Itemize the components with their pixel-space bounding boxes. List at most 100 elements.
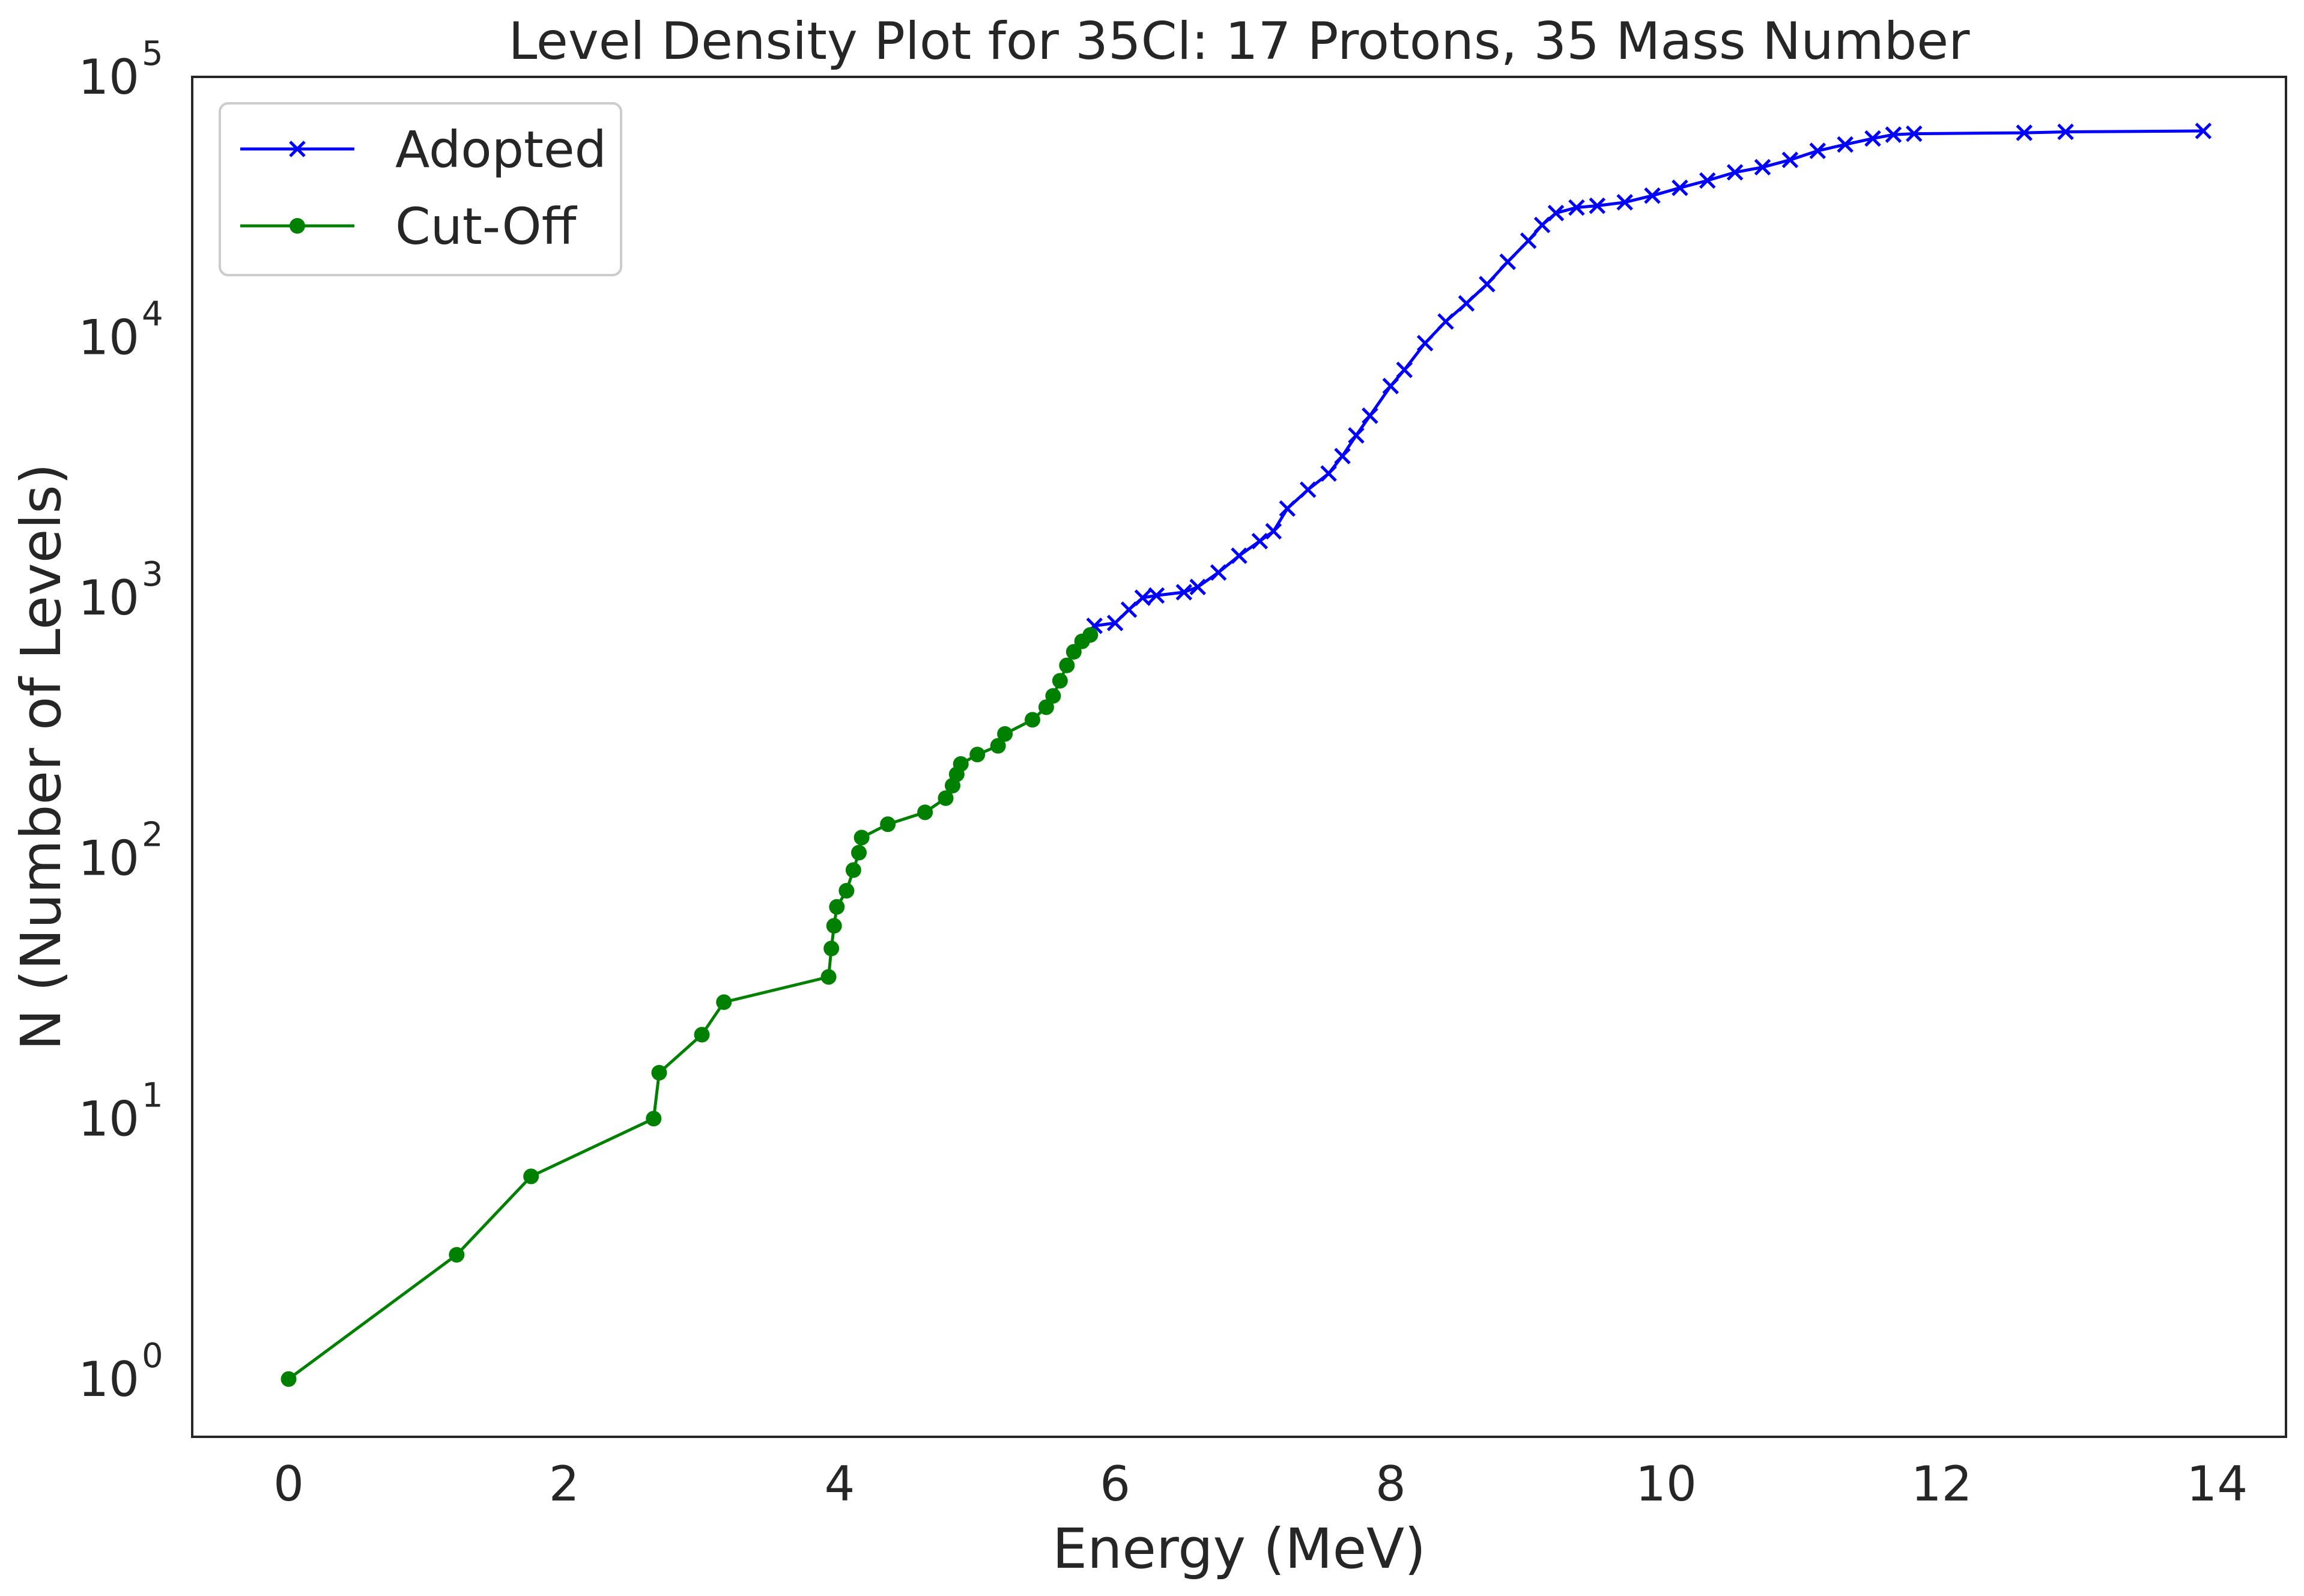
cut-off-point <box>646 1111 662 1127</box>
cut-off-point <box>716 994 732 1010</box>
adopted-point <box>2195 123 2212 139</box>
cut-off-point <box>694 1027 710 1043</box>
adopted-point <box>1885 126 1902 143</box>
adopted-point <box>1362 407 1378 424</box>
adopted-point <box>1458 295 1475 312</box>
cut-off-point <box>845 862 861 878</box>
adopted-point <box>1299 481 1317 498</box>
y-tick-label: 10 <box>78 1352 139 1407</box>
adopted-point <box>1210 564 1227 581</box>
adopted-point <box>1189 578 1206 595</box>
x-tick-label: 14 <box>2186 1456 2248 1512</box>
adopted-point <box>1589 197 1606 214</box>
y-axis-label: N (Number of Levels) <box>9 463 73 1050</box>
cut-off-point <box>280 1371 297 1387</box>
legend-box <box>219 102 622 276</box>
plot-area <box>280 123 2212 1387</box>
y-tick-exponent: 2 <box>142 816 163 855</box>
x-tick-label: 8 <box>1375 1456 1406 1512</box>
y-tick-label: 10 <box>78 310 139 366</box>
cut-off-point <box>853 830 870 846</box>
legend: Adopted Cut-Off <box>219 102 622 276</box>
adopted-point <box>1134 589 1151 606</box>
adopted-series <box>1086 123 2212 636</box>
adopted-point <box>1533 216 1551 234</box>
y-tick-exponent: 1 <box>142 1076 163 1115</box>
cut-off-point <box>449 1246 465 1263</box>
x-tick-label: 6 <box>1100 1456 1130 1512</box>
adopted-point <box>1499 253 1516 270</box>
cut-off-point <box>1066 644 1082 660</box>
adopted-point <box>1754 159 1771 176</box>
adopted-point <box>1781 151 1799 168</box>
adopted-point <box>1265 523 1282 540</box>
adopted-point <box>2057 123 2074 141</box>
cut-off-point <box>826 918 842 934</box>
adopted-point <box>1231 547 1247 564</box>
adopted-point <box>1251 533 1269 550</box>
cut-off-point <box>917 804 933 821</box>
x-tick-label: 10 <box>1636 1456 1697 1512</box>
adopted-point <box>1726 164 1744 181</box>
x-tick-label: 0 <box>273 1456 304 1512</box>
plot-frame <box>191 76 2287 1438</box>
legend-item-adopted: Adopted <box>240 120 607 179</box>
cut-off-point <box>523 1168 539 1185</box>
adopted-point <box>1437 313 1454 330</box>
adopted-point <box>1120 601 1138 618</box>
adopted-point <box>1148 587 1165 604</box>
y-tick-exponent: 0 <box>142 1337 163 1376</box>
y-tick-label: 10 <box>78 570 139 626</box>
y-tick-exponent: 3 <box>142 555 163 594</box>
adopted-point <box>1906 125 1923 142</box>
adopted-point <box>1416 335 1434 351</box>
adopted-point <box>1320 465 1337 482</box>
cut-off-point <box>823 941 840 957</box>
x-tick-label: 12 <box>1911 1456 1972 1512</box>
cut-off-point <box>953 756 969 772</box>
y-tick-label: 10 <box>78 1091 139 1147</box>
cut-off-point <box>651 1064 667 1081</box>
adopted-point <box>1837 136 1854 153</box>
legend-label: Cut-Off <box>395 197 578 256</box>
cut-off-point <box>969 747 986 763</box>
adopted-point <box>1809 142 1827 159</box>
y-tick-exponent: 5 <box>142 34 163 73</box>
adopted-point <box>1616 193 1633 211</box>
cut-off-point <box>997 726 1013 742</box>
cut-off-series <box>280 627 1099 1387</box>
adopted-point <box>1644 187 1661 204</box>
cut-off-point <box>290 218 305 234</box>
y-tick-exponent: 4 <box>142 295 163 334</box>
adopted-point <box>2016 124 2033 141</box>
y-tick-label: 10 <box>78 831 139 887</box>
x-axis-label: Energy (MeV) <box>1052 1517 1426 1581</box>
cut-off-point <box>1052 673 1068 689</box>
x-tick-label: 4 <box>824 1456 855 1512</box>
cut-off-point <box>838 882 855 899</box>
adopted-point <box>1864 130 1881 147</box>
x-tick-labels: 0 2 4 6 8 10 12 14 <box>273 1456 2248 1512</box>
adopted-point <box>1547 204 1565 222</box>
adopted-line <box>1089 129 2204 636</box>
cut-off-point <box>1082 627 1099 643</box>
adopted-point <box>1479 276 1496 293</box>
cut-off-point <box>990 738 1006 754</box>
x-tick-label: 2 <box>549 1456 580 1512</box>
adopted-point <box>1279 500 1296 517</box>
adopted-point <box>1175 584 1193 601</box>
adopted-point <box>1348 427 1365 444</box>
adopted-point <box>1396 361 1413 378</box>
adopted-point <box>289 141 306 157</box>
adopted-point <box>1520 232 1537 249</box>
adopted-point <box>1672 179 1688 196</box>
cut-off-line <box>288 634 1091 1380</box>
adopted-point <box>1334 448 1351 465</box>
cut-off-point <box>851 845 867 861</box>
legend-item-cut-off: Cut-Off <box>240 197 578 256</box>
adopted-point <box>1699 172 1716 189</box>
cut-off-point <box>938 790 954 806</box>
adopted-point <box>1382 377 1399 395</box>
